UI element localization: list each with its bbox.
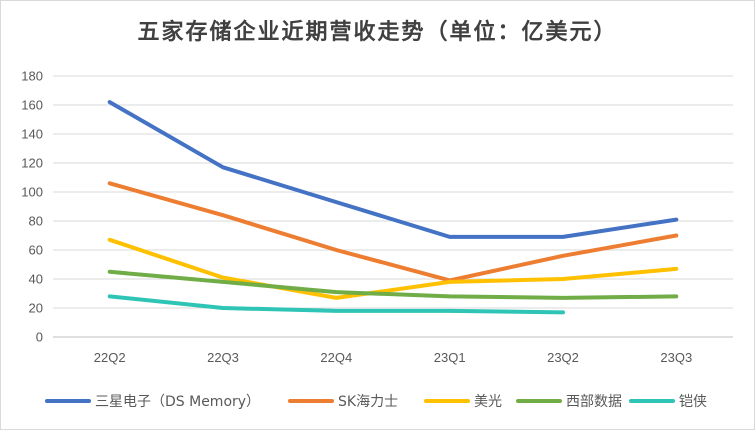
series-line-2: [107, 237, 679, 300]
legend-item-4: 铠侠: [629, 394, 707, 410]
legend-item-2: 美光: [424, 394, 502, 410]
y-axis-ticks: 0 20 40 60 80 100 120 140 160 180: [21, 69, 43, 345]
legend-label-4: 铠侠: [679, 394, 707, 410]
series-line-4: [107, 294, 565, 315]
legend-item-0: 三星电子（DS Memory）: [45, 394, 260, 410]
y-tick-label-40: 40: [29, 272, 43, 287]
y-tick-label-140: 140: [21, 127, 43, 142]
legend-item-1: SK海力士: [288, 394, 398, 410]
legend-label-3: 西部数据: [566, 394, 622, 410]
y-tick-label-120: 120: [21, 156, 43, 171]
x-tick-label-22Q4: 22Q4: [320, 350, 352, 365]
series-line-1: [107, 181, 679, 283]
y-tick-label-20: 20: [29, 301, 43, 316]
series-line-0: [107, 100, 679, 239]
x-tick-label-23Q2: 23Q2: [547, 350, 579, 365]
legend-label-2: 美光: [474, 394, 502, 410]
x-tick-label-22Q2: 22Q2: [94, 350, 126, 365]
legend: 三星电子（DS Memory） SK海力士 美光 西部数据 铠侠: [45, 394, 707, 410]
chart-title: 五家存储企业近期营收走势（单位：亿美元）: [137, 19, 618, 45]
gridlines: [53, 75, 733, 338]
y-tick-label-60: 60: [29, 243, 43, 258]
y-tick-label-180: 180: [21, 69, 43, 84]
x-axis-ticks: 22Q2 22Q3 22Q4 23Q1 23Q2 23Q3: [94, 350, 692, 365]
y-tick-label-160: 160: [21, 98, 43, 113]
y-tick-label-0: 0: [36, 330, 43, 345]
x-tick-label-23Q1: 23Q1: [434, 350, 466, 365]
y-tick-label-80: 80: [29, 214, 43, 229]
legend-label-1: SK海力士: [338, 394, 398, 410]
legend-item-3: 西部数据: [516, 394, 622, 410]
x-tick-label-22Q3: 22Q3: [207, 350, 239, 365]
series-lines: [107, 100, 679, 315]
x-tick-label-23Q3: 23Q3: [660, 350, 692, 365]
y-tick-label-100: 100: [21, 185, 43, 200]
series-line-3: [107, 269, 679, 300]
legend-label-0: 三星电子（DS Memory）: [95, 394, 260, 410]
